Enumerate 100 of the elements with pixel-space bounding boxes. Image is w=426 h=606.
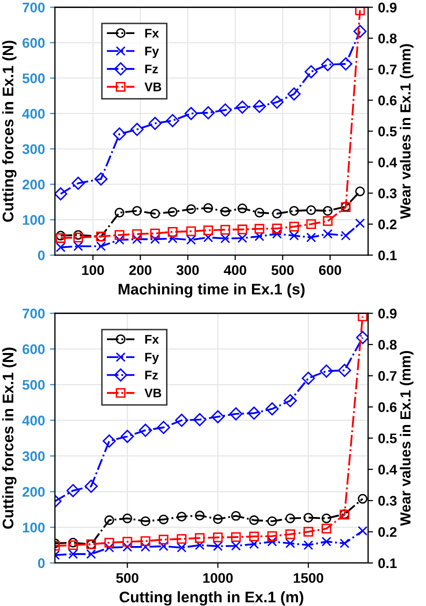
legend-label: Fy <box>145 46 159 58</box>
point <box>306 232 316 242</box>
point <box>254 208 264 218</box>
point <box>150 234 160 244</box>
point <box>322 206 333 216</box>
x-tick-label: 500 <box>272 265 294 276</box>
point <box>176 534 187 544</box>
y2-tick-label: 0.7 <box>378 64 396 74</box>
point <box>285 538 296 548</box>
y2-tick-label: 0.8 <box>378 340 397 350</box>
point <box>140 516 150 526</box>
point <box>322 536 332 546</box>
point <box>132 206 142 216</box>
point <box>322 524 332 534</box>
point <box>356 330 368 344</box>
point <box>231 511 241 521</box>
point <box>138 424 152 437</box>
point <box>284 394 297 408</box>
point <box>254 224 264 234</box>
y2-tick-label: 0.6 <box>378 402 397 412</box>
x-tick-label: 400 <box>224 265 246 276</box>
point <box>203 203 214 213</box>
point <box>220 206 230 216</box>
point <box>140 536 150 546</box>
x-tick-label: 300 <box>176 265 199 276</box>
point <box>166 114 180 128</box>
point <box>340 230 351 241</box>
point <box>272 229 282 239</box>
point <box>66 484 80 498</box>
point <box>229 407 243 420</box>
y2-axis-title: Wear values in Ex.1 (mm) <box>400 351 414 526</box>
point <box>86 549 96 559</box>
point <box>231 532 241 542</box>
y-tick-label: 600 <box>22 38 45 48</box>
point <box>322 216 333 226</box>
y2-tick-label: 0.3 <box>378 188 397 198</box>
y-tick-label: 600 <box>22 344 45 354</box>
point <box>285 529 296 540</box>
y2-tick-label: 0.9 <box>378 308 397 318</box>
point <box>236 100 249 114</box>
y2-tick-label: 0.3 <box>378 496 397 506</box>
point <box>56 233 66 243</box>
point <box>73 241 84 252</box>
point <box>358 526 368 536</box>
point <box>203 225 214 236</box>
point <box>306 219 316 230</box>
point <box>304 65 318 78</box>
point <box>73 232 84 242</box>
point <box>114 230 124 240</box>
point <box>72 176 85 190</box>
point <box>231 540 241 551</box>
point <box>132 234 142 244</box>
point <box>220 224 230 235</box>
point <box>130 122 144 136</box>
point <box>218 103 232 117</box>
point <box>104 515 114 526</box>
y-tick-label: 100 <box>22 215 45 225</box>
y-tick-label: 700 <box>22 308 45 318</box>
point <box>158 541 168 552</box>
point <box>96 241 106 252</box>
point <box>114 235 124 245</box>
point <box>355 218 365 228</box>
y2-tick-label: 0.8 <box>378 34 397 44</box>
point <box>355 186 365 196</box>
x-tick-label: 500 <box>116 573 138 583</box>
y-tick-label: 300 <box>22 451 45 462</box>
y-tick-label: 500 <box>22 73 45 84</box>
point <box>68 540 78 550</box>
y2-axis-title: Wear values in Ex.1 (mm) <box>400 44 414 219</box>
point <box>220 234 230 244</box>
point <box>212 514 223 524</box>
point <box>287 87 301 101</box>
legend-label: VB <box>144 388 162 398</box>
point <box>194 540 205 550</box>
point <box>140 542 150 552</box>
y2-tick-label: 0.4 <box>378 464 398 475</box>
point <box>186 235 196 245</box>
y2-tick-label: 0.1 <box>378 558 397 568</box>
point <box>252 100 266 113</box>
point <box>355 7 365 16</box>
point <box>267 531 277 541</box>
point <box>249 515 259 526</box>
point <box>340 538 350 548</box>
point <box>176 512 187 522</box>
point <box>156 420 170 434</box>
y2-tick-label: 0.2 <box>378 219 397 230</box>
y2-tick-label: 0.6 <box>378 96 397 106</box>
point <box>168 234 178 244</box>
y2-tick-label: 0.4 <box>378 158 398 168</box>
point <box>94 172 108 186</box>
point <box>73 230 84 240</box>
x-tick-label: 1500 <box>294 573 324 583</box>
point <box>267 516 277 526</box>
y-tick-label: 700 <box>22 2 45 12</box>
point <box>56 242 66 252</box>
point <box>237 224 248 234</box>
point <box>186 226 196 236</box>
point <box>285 514 296 524</box>
point <box>289 222 299 232</box>
y-tick-label: 0 <box>38 250 45 260</box>
